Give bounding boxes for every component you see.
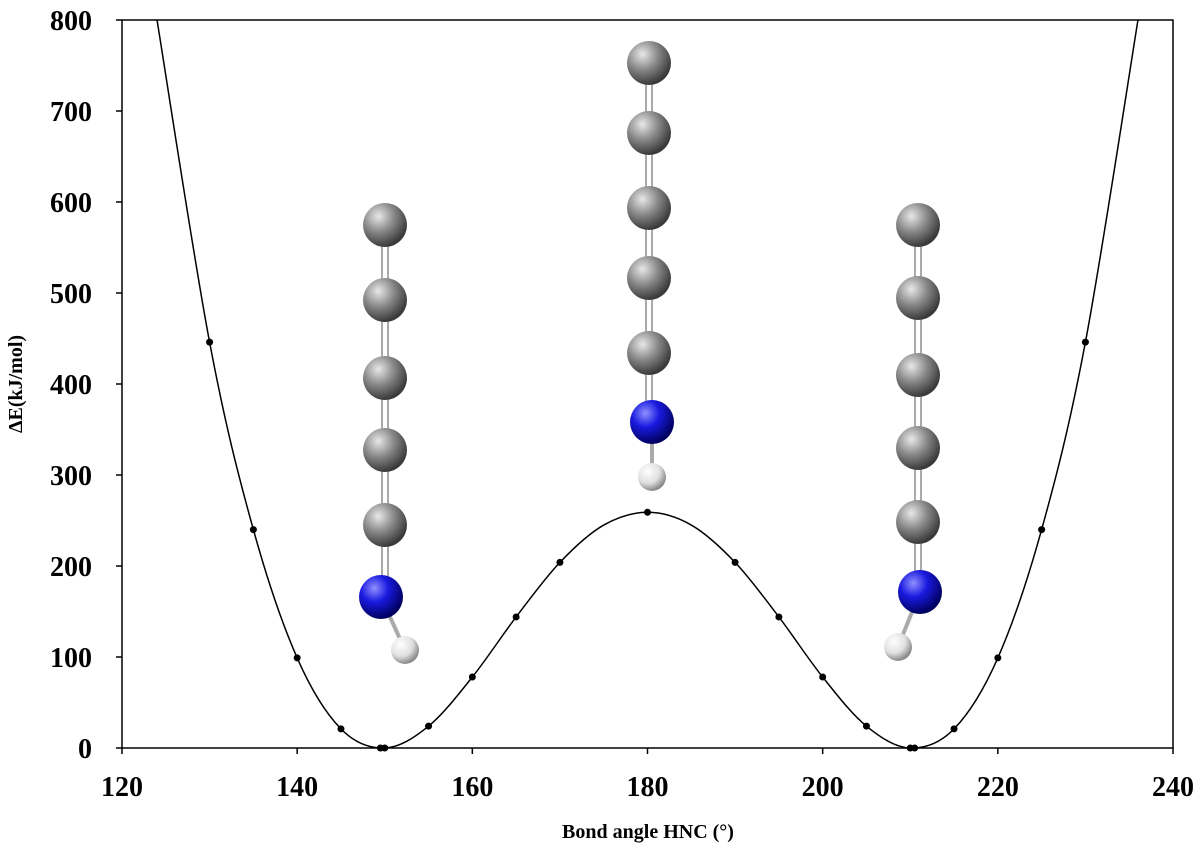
y-axis-label: ΔE(kJ/mol) [5, 335, 27, 433]
data-point [644, 508, 651, 516]
y-tick-label: 400 [50, 370, 92, 401]
x-tick-label: 240 [1152, 772, 1194, 803]
data-point [950, 725, 958, 733]
y-tick-label: 700 [50, 97, 92, 128]
data-point [819, 673, 827, 681]
y-tick-label: 600 [50, 188, 92, 219]
data-point [731, 558, 739, 566]
x-tick-label: 140 [276, 772, 318, 803]
data-point [775, 613, 783, 621]
data-point [911, 744, 919, 752]
x-tick-label: 160 [451, 772, 493, 803]
molecule-left [359, 203, 419, 664]
molecule-middle [627, 41, 674, 491]
data-point [293, 654, 301, 662]
y-tick-label: 500 [50, 279, 92, 310]
molecule-right [884, 203, 942, 661]
x-axis-label: Bond angle HNC (°) [562, 821, 734, 843]
data-point [249, 526, 257, 534]
data-point [337, 725, 345, 733]
data-point [381, 744, 389, 752]
data-point [512, 613, 520, 621]
x-tick-label: 200 [802, 772, 844, 803]
x-tick-label: 180 [627, 772, 669, 803]
data-point [468, 673, 476, 681]
data-point [1081, 338, 1089, 346]
data-point [425, 722, 433, 730]
data-point [994, 654, 1002, 662]
y-tick-label: 100 [50, 643, 92, 674]
y-tick-label: 200 [50, 552, 92, 583]
y-tick-label: 0 [78, 734, 92, 765]
x-tick-label: 120 [101, 772, 143, 803]
x-tick-label: 220 [977, 772, 1019, 803]
data-point [862, 722, 870, 730]
data-point [206, 338, 214, 346]
data-point [1038, 526, 1046, 534]
data-point [556, 558, 564, 566]
y-tick-label: 300 [50, 461, 92, 492]
y-tick-label: 800 [50, 6, 92, 37]
